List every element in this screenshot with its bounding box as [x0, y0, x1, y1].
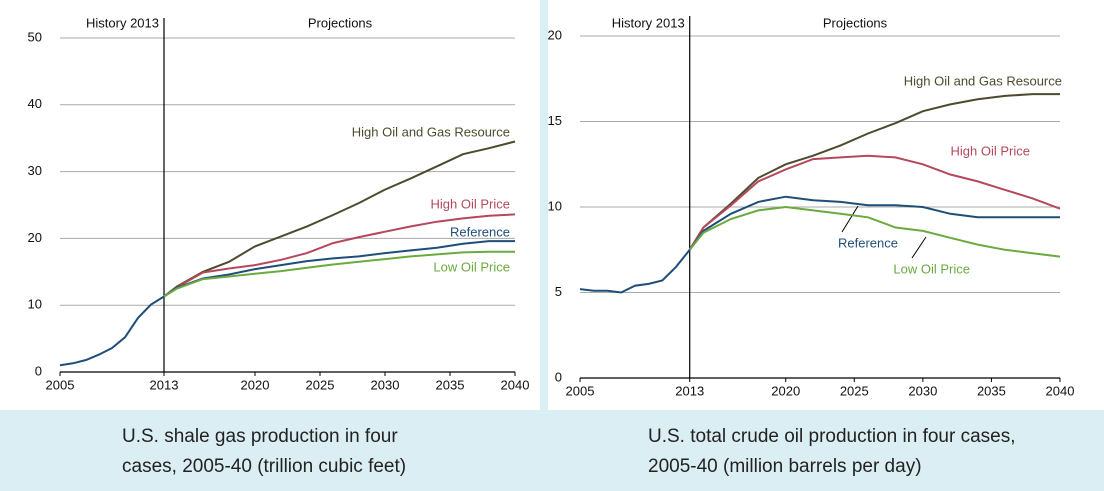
x-tick-label: 2013	[675, 383, 704, 398]
x-tick-label: 2025	[306, 377, 335, 392]
x-tick-label: 2030	[908, 383, 937, 398]
x-tick-label: 2020	[771, 383, 800, 398]
series-label: Reference	[838, 235, 898, 250]
x-tick-label: 2035	[977, 383, 1006, 398]
label-pointer	[911, 236, 927, 259]
y-tick-label: 0	[555, 369, 562, 384]
series-label: Low Oil Price	[433, 259, 510, 274]
series-label: High Oil Price	[951, 143, 1030, 158]
series-line	[59, 240, 515, 367]
y-tick-label: 20	[548, 27, 562, 42]
series-line	[163, 140, 516, 298]
label-pointer	[841, 205, 859, 233]
series-line	[579, 195, 1060, 294]
caption: U.S. shale gas production in four cases,…	[122, 426, 407, 477]
caption: U.S. total crude oil production in four …	[648, 426, 1016, 477]
x-tick-label: 2020	[241, 377, 270, 392]
y-tick-label: 30	[28, 163, 42, 178]
series-label: High Oil Price	[431, 196, 510, 211]
x-tick-label: 2005	[566, 383, 595, 398]
x-tick-label: 2040	[501, 377, 530, 392]
panel	[548, 0, 1104, 410]
y-tick-label: 10	[28, 297, 42, 312]
series-label: Reference	[450, 224, 510, 239]
annotation: Projections	[823, 15, 888, 30]
y-tick-label: 5	[555, 284, 562, 299]
y-tick-label: 10	[548, 198, 562, 213]
y-tick-label: 15	[548, 113, 562, 128]
series-label: High Oil and Gas Resource	[352, 124, 510, 139]
series-line	[163, 250, 515, 298]
y-tick-label: 0	[35, 363, 42, 378]
series-line	[688, 93, 1060, 251]
x-tick-label: 2013	[150, 377, 179, 392]
panel	[0, 0, 540, 410]
y-tick-label: 50	[28, 29, 42, 44]
x-tick-label: 2005	[46, 377, 75, 392]
y-tick-label: 40	[28, 96, 42, 111]
y-tick-label: 20	[28, 230, 42, 245]
series-line	[688, 205, 1061, 258]
series-label: High Oil and Gas Resource	[904, 73, 1062, 88]
annotation: Projections	[308, 15, 373, 30]
series-line	[688, 154, 1061, 251]
series-line	[163, 213, 516, 298]
series-label: Low Oil Price	[893, 261, 970, 276]
annotation: History 2013	[612, 15, 685, 30]
x-tick-label: 2025	[840, 383, 869, 398]
x-tick-label: 2030	[371, 377, 400, 392]
x-tick-label: 2040	[1046, 383, 1075, 398]
annotation: History 2013	[86, 15, 159, 30]
x-tick-label: 2035	[436, 377, 465, 392]
